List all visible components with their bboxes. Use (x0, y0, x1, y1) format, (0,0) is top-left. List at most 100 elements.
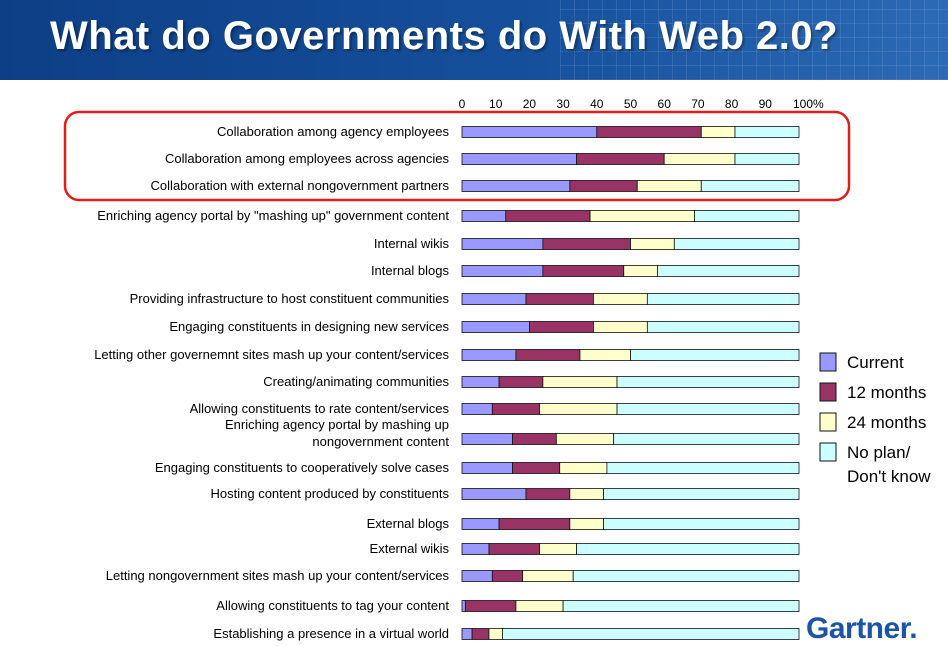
bar-segment (461, 321, 530, 333)
bar-segment (630, 238, 675, 250)
bar-segment (525, 293, 594, 305)
bar-segment (694, 210, 800, 222)
category-label: Collaboration among employees across age… (165, 151, 449, 166)
bar-segment (603, 518, 800, 530)
bar-segment (576, 153, 665, 165)
bar-segment (646, 321, 800, 333)
title-banner: What do Governments do With Web 2.0? (0, 0, 948, 80)
bar-segment (522, 570, 574, 582)
category-label: Internal blogs (371, 263, 450, 278)
bar-segment (569, 518, 604, 530)
slide-title: What do Governments do With Web 2.0? (50, 14, 839, 58)
stacked-bar-chart: 0 10 20 30 40 50 60 70 80 90 100% Collaboration amo… (63, 97, 931, 641)
category-label: Engaging constituents to cooperatively s… (155, 460, 450, 475)
bar-segment (461, 518, 500, 530)
category-label: Letting nongovernment sites mash up your… (106, 568, 450, 583)
x-tick-label: 20 (523, 97, 537, 111)
bar-segment (461, 543, 490, 555)
category-label: Letting other governemnt sites mash up y… (94, 347, 449, 362)
bar-segment (616, 376, 800, 388)
category-label: Allowing constituents to tag your conten… (216, 598, 449, 613)
x-tick-label: 70 (691, 97, 705, 111)
category-label: External wikis (370, 541, 450, 556)
x-tick-label: 40 (590, 97, 604, 111)
bar-segment (461, 293, 527, 305)
bar-segment (461, 376, 500, 388)
bar-segment (461, 462, 513, 474)
legend-label: Current (847, 353, 904, 372)
bar-segment (529, 321, 594, 333)
category-label: Engaging constituents in designing new s… (169, 319, 449, 334)
bar-segment (461, 210, 507, 222)
bar-segment (593, 293, 648, 305)
legend-swatch (819, 382, 837, 402)
bar-segment (555, 433, 615, 445)
bar-segment (589, 210, 695, 222)
category-label: Collaboration among agency employees (217, 124, 449, 139)
bar-segment (498, 376, 544, 388)
x-tick-label: 50 (624, 97, 638, 111)
legend-label: 24 months (847, 413, 926, 432)
bar-segment (562, 600, 800, 612)
legend-swatch (819, 352, 837, 372)
legend-label: 12 months (847, 383, 926, 402)
bar-segment (461, 433, 513, 445)
bar-segment (461, 265, 544, 277)
bar-segment (525, 488, 571, 500)
bar-segment (700, 180, 800, 192)
bar-segment (636, 180, 702, 192)
category-label: Establishing a presence in a virtual wor… (213, 626, 449, 641)
bar-segment (673, 238, 800, 250)
bar-segment (542, 238, 631, 250)
category-label: Enriching agency portal by mashing up non… (225, 417, 449, 449)
bar-segment (461, 180, 571, 192)
x-tick-label: 30 (556, 97, 570, 111)
x-tick-label: 60 (658, 97, 672, 111)
bar-segment (461, 488, 527, 500)
x-tick-label: 90 (759, 97, 773, 111)
bar-segment (657, 265, 800, 277)
bar-segment (606, 462, 800, 474)
bar-segment (461, 349, 517, 361)
bar-segment (623, 265, 658, 277)
bar-segment (512, 433, 557, 445)
bar-segment (700, 126, 736, 138)
bar-segment (572, 570, 800, 582)
category-label: Internal wikis (374, 236, 450, 251)
bar-segment (498, 518, 571, 530)
category-label: External blogs (367, 516, 450, 531)
bar-segment (461, 126, 598, 138)
bar-segment (559, 462, 608, 474)
bar-segment (663, 153, 736, 165)
legend-swatch (819, 412, 837, 432)
bar-segment (461, 238, 544, 250)
bar-segment (505, 210, 591, 222)
bar-segment (461, 600, 466, 612)
bar-segment (515, 349, 581, 361)
bar-segment (569, 180, 638, 192)
category-label: Enriching agency portal by "mashing up" … (97, 208, 449, 223)
bar-segment (512, 462, 561, 474)
category-label: Collaboration with external nongovernmen… (151, 178, 450, 193)
bar-segment (616, 403, 800, 415)
highlight-box (63, 110, 851, 202)
bar-segment (539, 543, 577, 555)
category-label: Hosting content produced by constituents (211, 486, 450, 501)
gartner-logo: Gartner. (806, 612, 918, 645)
x-tick-label: 10 (489, 97, 503, 111)
bar-segment (461, 153, 577, 165)
bar-segment (630, 349, 800, 361)
bar-segment (569, 488, 604, 500)
bar-segment (542, 265, 625, 277)
bar-segment (596, 126, 702, 138)
bar-segment (576, 543, 800, 555)
bar-segment (539, 403, 618, 415)
bar-segment (593, 321, 648, 333)
category-label: Allowing constituents to rate content/se… (190, 401, 450, 416)
legend-label: No plan/Don't know (847, 443, 931, 486)
bar-segment (461, 628, 473, 640)
x-tick-label: 0 (459, 97, 466, 111)
bar-segment (491, 570, 524, 582)
x-tick-label: 80 (725, 97, 739, 111)
bar-segment (603, 488, 800, 500)
